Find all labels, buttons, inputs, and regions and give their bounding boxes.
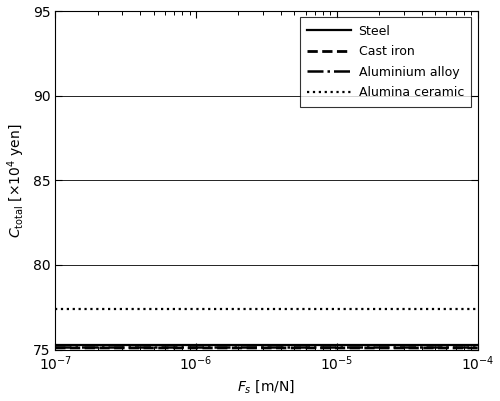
Steel <box>382 342 388 347</box>
Cast iron <box>342 346 348 350</box>
Steel <box>342 342 348 347</box>
Alumina ceramic <box>342 307 348 312</box>
Steel <box>223 342 229 347</box>
Cast iron <box>223 346 229 350</box>
Y-axis label: $C_\mathrm{total}$ [$\times10^4$ yen]: $C_\mathrm{total}$ [$\times10^4$ yen] <box>6 123 27 237</box>
Aluminium alloy <box>342 345 348 350</box>
Aluminium alloy <box>96 345 102 350</box>
Steel <box>96 342 102 347</box>
Aluminium alloy <box>238 345 244 350</box>
Cast iron <box>238 346 244 350</box>
Cast iron <box>474 346 480 350</box>
Alumina ceramic <box>390 307 396 312</box>
Alumina ceramic <box>223 307 229 312</box>
Aluminium alloy <box>390 345 396 350</box>
Alumina ceramic <box>96 307 102 312</box>
Cast iron <box>96 346 102 350</box>
Aluminium alloy <box>52 345 58 350</box>
Alumina ceramic <box>382 307 388 312</box>
Steel <box>390 342 396 347</box>
Alumina ceramic <box>238 307 244 312</box>
Aluminium alloy <box>382 345 388 350</box>
Steel <box>52 342 58 347</box>
Aluminium alloy <box>223 345 229 350</box>
Legend: Steel, Cast iron, Aluminium alloy, Alumina ceramic: Steel, Cast iron, Aluminium alloy, Alumi… <box>300 17 472 107</box>
Alumina ceramic <box>52 307 58 312</box>
Cast iron <box>390 346 396 350</box>
Cast iron <box>52 346 58 350</box>
Alumina ceramic <box>474 307 480 312</box>
Steel <box>238 342 244 347</box>
Aluminium alloy <box>474 345 480 350</box>
Steel <box>474 342 480 347</box>
X-axis label: $F_s$ [m/N]: $F_s$ [m/N] <box>238 379 296 395</box>
Cast iron <box>382 346 388 350</box>
